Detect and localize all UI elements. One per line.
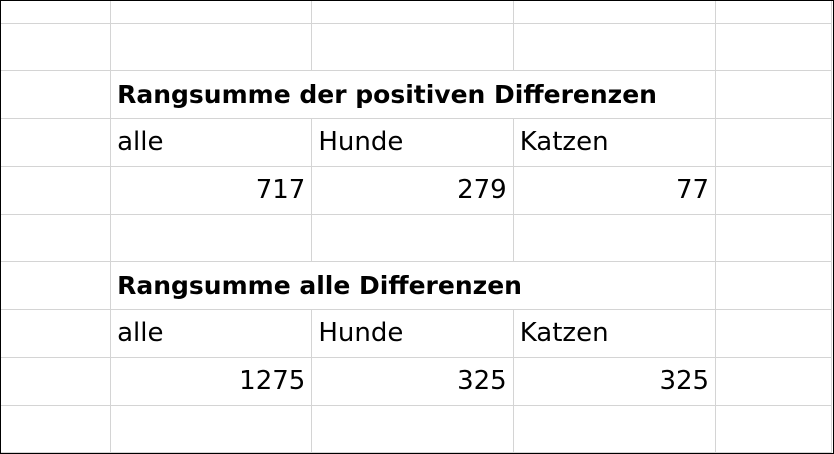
cell[interactable] [1,166,112,215]
grid-row [1,405,832,453]
grid-row: 717 279 77 [1,166,832,215]
header-cell-alle[interactable]: alle [110,309,313,358]
cell[interactable] [1,261,112,310]
grid-row [1,23,832,71]
value-cell-katzen[interactable]: 325 [512,357,717,406]
cell[interactable] [110,23,313,71]
cell[interactable] [311,405,514,453]
cell[interactable] [311,23,514,71]
cell[interactable] [715,214,832,262]
cell[interactable] [715,70,832,119]
value-cell-hunde[interactable]: 325 [311,357,514,406]
grid-row [1,1,832,24]
cell[interactable] [512,1,717,24]
cell[interactable] [1,70,112,119]
cell[interactable] [1,214,112,262]
section-title: Rangsumme alle Differenzen [117,271,524,300]
cell[interactable] [715,309,832,358]
value-cell-hunde[interactable]: 279 [311,166,514,215]
cell[interactable] [110,405,313,453]
cell[interactable] [715,357,832,406]
header-cell-katzen[interactable]: Katzen [512,309,717,358]
cell[interactable] [1,357,112,406]
cell[interactable] [1,1,112,24]
cell[interactable] [715,23,832,71]
grid-row: Rangsumme alle Differenzen [1,261,832,310]
grid-row: alle Hunde Katzen [1,118,832,167]
cell[interactable] [1,118,112,167]
cell[interactable] [715,405,832,453]
value-cell-alle[interactable]: 717 [110,166,313,215]
cell[interactable] [512,214,717,262]
cell[interactable] [715,261,832,310]
header-cell-katzen[interactable]: Katzen [512,118,717,167]
section-title-cell[interactable]: Rangsumme alle Differenzen [110,261,717,310]
grid-row [1,214,832,262]
grid-row: alle Hunde Katzen [1,309,832,358]
section-title: Rangsumme der positiven Differenzen [117,80,659,109]
cell[interactable] [715,118,832,167]
cell[interactable] [311,1,514,24]
value-cell-alle[interactable]: 1275 [110,357,313,406]
cell[interactable] [1,23,112,71]
cell[interactable] [715,1,832,24]
header-cell-hunde[interactable]: Hunde [311,118,514,167]
cell[interactable] [110,214,313,262]
cell[interactable] [512,405,717,453]
cell[interactable] [1,405,112,453]
grid-row: 1275 325 325 [1,357,832,406]
header-cell-alle[interactable]: alle [110,118,313,167]
cell[interactable] [1,309,112,358]
cell[interactable] [512,23,717,71]
cell[interactable] [311,214,514,262]
cell[interactable] [110,1,313,24]
cell[interactable] [715,166,832,215]
value-cell-katzen[interactable]: 77 [512,166,717,215]
grid-row: Rangsumme der positiven Differenzen [1,70,832,119]
header-cell-hunde[interactable]: Hunde [311,309,514,358]
section-title-cell[interactable]: Rangsumme der positiven Differenzen [110,70,717,119]
